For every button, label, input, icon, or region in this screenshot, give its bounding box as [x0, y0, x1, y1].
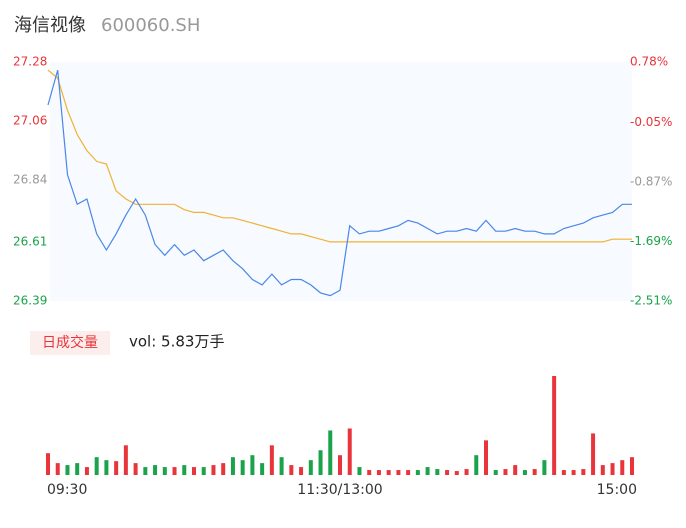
- volume-bar: [357, 467, 362, 475]
- volume-bar: [474, 455, 479, 475]
- volume-bar: [347, 428, 352, 475]
- volume-bar: [308, 460, 313, 475]
- volume-bar: [94, 457, 99, 475]
- volume-bar: [338, 455, 342, 475]
- volume-bar: [367, 470, 372, 475]
- y2-tick-label: -2.51%: [630, 294, 672, 308]
- volume-bar: [250, 455, 255, 475]
- volume-bar: [104, 460, 109, 475]
- volume-bar: [230, 457, 235, 475]
- volume-bar: [464, 469, 469, 475]
- volume-bar: [318, 450, 323, 475]
- y-tick-label: 26.39: [13, 294, 47, 308]
- y-tick-label: 27.28: [13, 55, 47, 69]
- volume-bar: [75, 463, 80, 475]
- volume-bar: [522, 470, 527, 475]
- volume-bar: [289, 465, 294, 475]
- volume-bar: [172, 467, 177, 475]
- volume-bar: [571, 470, 576, 475]
- volume-bar: [445, 470, 450, 475]
- volume-bar: [114, 461, 119, 475]
- volume-label: 日成交量: [42, 334, 98, 351]
- volume-bar: [620, 460, 625, 475]
- volume-bar: [279, 457, 284, 475]
- volume-bar: [192, 467, 196, 475]
- y-tick-label: 26.61: [13, 234, 47, 248]
- volume-bar: [162, 467, 167, 475]
- volume-bar: [55, 463, 60, 475]
- volume-bar: [240, 460, 245, 475]
- volume-bar: [415, 470, 420, 475]
- volume-bar: [84, 467, 89, 475]
- volume-bar: [269, 445, 274, 475]
- volume-bar: [133, 463, 138, 475]
- volume-bar: [123, 445, 128, 475]
- volume-bar: [561, 470, 566, 475]
- volume-bar: [552, 376, 557, 475]
- volume-badge: [30, 331, 110, 355]
- volume-bar: [454, 471, 459, 475]
- y2-tick-label: 0.78%: [630, 55, 668, 69]
- volume-bar: [484, 440, 488, 475]
- plot-area: [50, 62, 632, 301]
- volume-bar: [425, 467, 430, 475]
- volume-bar: [260, 463, 265, 475]
- x-tick-label: 15:00: [597, 482, 637, 498]
- volume-bar: [503, 469, 508, 475]
- volume-bar: [600, 465, 605, 475]
- volume-bar: [630, 457, 634, 475]
- volume-bar: [201, 467, 206, 475]
- y-tick-label: 26.84: [13, 173, 47, 187]
- volume-bar: [143, 467, 148, 475]
- volume-bar: [513, 465, 518, 475]
- x-tick-label: 09:30: [47, 482, 87, 498]
- volume-bar: [435, 469, 440, 475]
- volume-bar: [182, 465, 187, 475]
- volume-bar: [153, 465, 158, 475]
- volume-bar: [328, 430, 333, 475]
- y2-tick-label: -0.87%: [630, 174, 672, 188]
- volume-annotation: vol: 5.83万手: [129, 333, 224, 351]
- volume-bar: [376, 470, 381, 475]
- volume-bar: [211, 465, 216, 475]
- volume-bar: [396, 470, 401, 475]
- volume-bar: [386, 470, 391, 475]
- volume-bar: [542, 460, 547, 475]
- volume-bar: [299, 467, 304, 475]
- chart-title: 海信视像: [14, 15, 86, 36]
- volume-bar: [46, 453, 50, 475]
- volume-bar: [221, 463, 226, 475]
- volume-bar: [493, 470, 498, 475]
- price-line: [47, 69, 632, 297]
- chart-subtitle: 600060.SH: [101, 15, 200, 36]
- y-tick-label: 27.06: [13, 114, 47, 128]
- volume-bar: [581, 469, 586, 475]
- x-tick-label: 11:30/13:00: [297, 482, 382, 498]
- volume-bar: [532, 469, 537, 475]
- y2-tick-label: -1.69%: [630, 234, 672, 248]
- volume-bar: [406, 470, 411, 475]
- volume-bar: [65, 465, 70, 475]
- y2-tick-label: -0.05%: [630, 115, 672, 129]
- price-line: [47, 69, 632, 243]
- volume-bar: [610, 463, 615, 475]
- volume-bar: [591, 433, 596, 475]
